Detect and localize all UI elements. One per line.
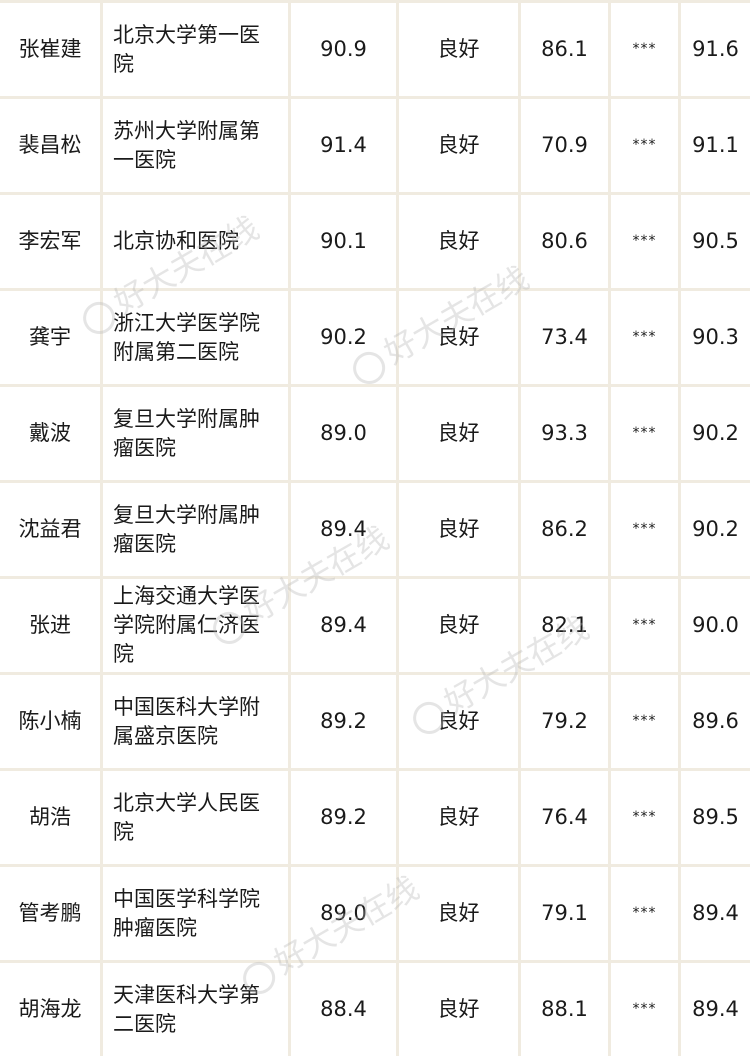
- total-score-cell: 90.2: [681, 483, 750, 576]
- score-cell: 90.9: [291, 3, 396, 96]
- hospital-name: 苏州大学附属第一医院: [103, 99, 288, 192]
- masked-score-cell: ***: [611, 579, 678, 672]
- hospital-name: 北京协和医院: [103, 195, 288, 288]
- level-cell: 良好: [399, 483, 518, 576]
- masked-score-cell: ***: [611, 99, 678, 192]
- doctor-name: 胡浩: [0, 771, 100, 864]
- score-cell: 89.4: [291, 579, 396, 672]
- total-score-cell: 90.5: [681, 195, 750, 288]
- masked-score-cell: ***: [611, 3, 678, 96]
- level-cell: 良好: [399, 867, 518, 960]
- score-cell: 93.3: [521, 387, 608, 480]
- masked-score-cell: ***: [611, 195, 678, 288]
- total-score-cell: 90.2: [681, 387, 750, 480]
- masked-score-cell: ***: [611, 771, 678, 864]
- masked-score-cell: ***: [611, 387, 678, 480]
- score-cell: 86.2: [521, 483, 608, 576]
- total-score-cell: 89.4: [681, 867, 750, 960]
- score-cell: 89.2: [291, 675, 396, 768]
- level-cell: 良好: [399, 963, 518, 1056]
- level-cell: 良好: [399, 291, 518, 384]
- hospital-name: 上海交通大学医学院附属仁济医院: [103, 579, 288, 672]
- score-cell: 88.1: [521, 963, 608, 1056]
- hospital-name: 中国医学科学院肿瘤医院: [103, 867, 288, 960]
- score-cell: 89.0: [291, 387, 396, 480]
- hospital-name: 复旦大学附属肿瘤医院: [103, 387, 288, 480]
- hospital-name: 中国医科大学附属盛京医院: [103, 675, 288, 768]
- total-score-cell: 91.6: [681, 3, 750, 96]
- score-cell: 91.4: [291, 99, 396, 192]
- total-score-cell: 91.1: [681, 99, 750, 192]
- level-cell: 良好: [399, 675, 518, 768]
- doctor-name: 戴波: [0, 387, 100, 480]
- masked-score-cell: ***: [611, 291, 678, 384]
- hospital-name: 天津医科大学第二医院: [103, 963, 288, 1056]
- doctor-name: 张进: [0, 579, 100, 672]
- doctor-name: 裴昌松: [0, 99, 100, 192]
- score-cell: 90.1: [291, 195, 396, 288]
- doctor-name: 张崔建: [0, 3, 100, 96]
- hospital-name: 复旦大学附属肿瘤医院: [103, 483, 288, 576]
- level-cell: 良好: [399, 3, 518, 96]
- masked-score-cell: ***: [611, 963, 678, 1056]
- doctor-name: 胡海龙: [0, 963, 100, 1056]
- score-cell: 86.1: [521, 3, 608, 96]
- hospital-name: 浙江大学医学院附属第二医院: [103, 291, 288, 384]
- total-score-cell: 89.6: [681, 675, 750, 768]
- level-cell: 良好: [399, 579, 518, 672]
- doctor-name: 管考鹏: [0, 867, 100, 960]
- masked-score-cell: ***: [611, 867, 678, 960]
- score-cell: 76.4: [521, 771, 608, 864]
- level-cell: 良好: [399, 771, 518, 864]
- score-cell: 70.9: [521, 99, 608, 192]
- masked-score-cell: ***: [611, 675, 678, 768]
- score-cell: 90.2: [291, 291, 396, 384]
- score-cell: 89.2: [291, 771, 396, 864]
- doctor-name: 陈小楠: [0, 675, 100, 768]
- score-cell: 79.1: [521, 867, 608, 960]
- score-cell: 82.1: [521, 579, 608, 672]
- level-cell: 良好: [399, 387, 518, 480]
- score-cell: 88.4: [291, 963, 396, 1056]
- total-score-cell: 90.0: [681, 579, 750, 672]
- level-cell: 良好: [399, 195, 518, 288]
- total-score-cell: 89.5: [681, 771, 750, 864]
- total-score-cell: 89.4: [681, 963, 750, 1056]
- score-cell: 73.4: [521, 291, 608, 384]
- masked-score-cell: ***: [611, 483, 678, 576]
- score-cell: 79.2: [521, 675, 608, 768]
- hospital-name: 北京大学第一医院: [103, 3, 288, 96]
- level-cell: 良好: [399, 99, 518, 192]
- score-cell: 89.4: [291, 483, 396, 576]
- doctor-name: 沈益君: [0, 483, 100, 576]
- doctor-name: 李宏军: [0, 195, 100, 288]
- score-cell: 80.6: [521, 195, 608, 288]
- doctor-name: 龚宇: [0, 291, 100, 384]
- hospital-name: 北京大学人民医院: [103, 771, 288, 864]
- score-cell: 89.0: [291, 867, 396, 960]
- total-score-cell: 90.3: [681, 291, 750, 384]
